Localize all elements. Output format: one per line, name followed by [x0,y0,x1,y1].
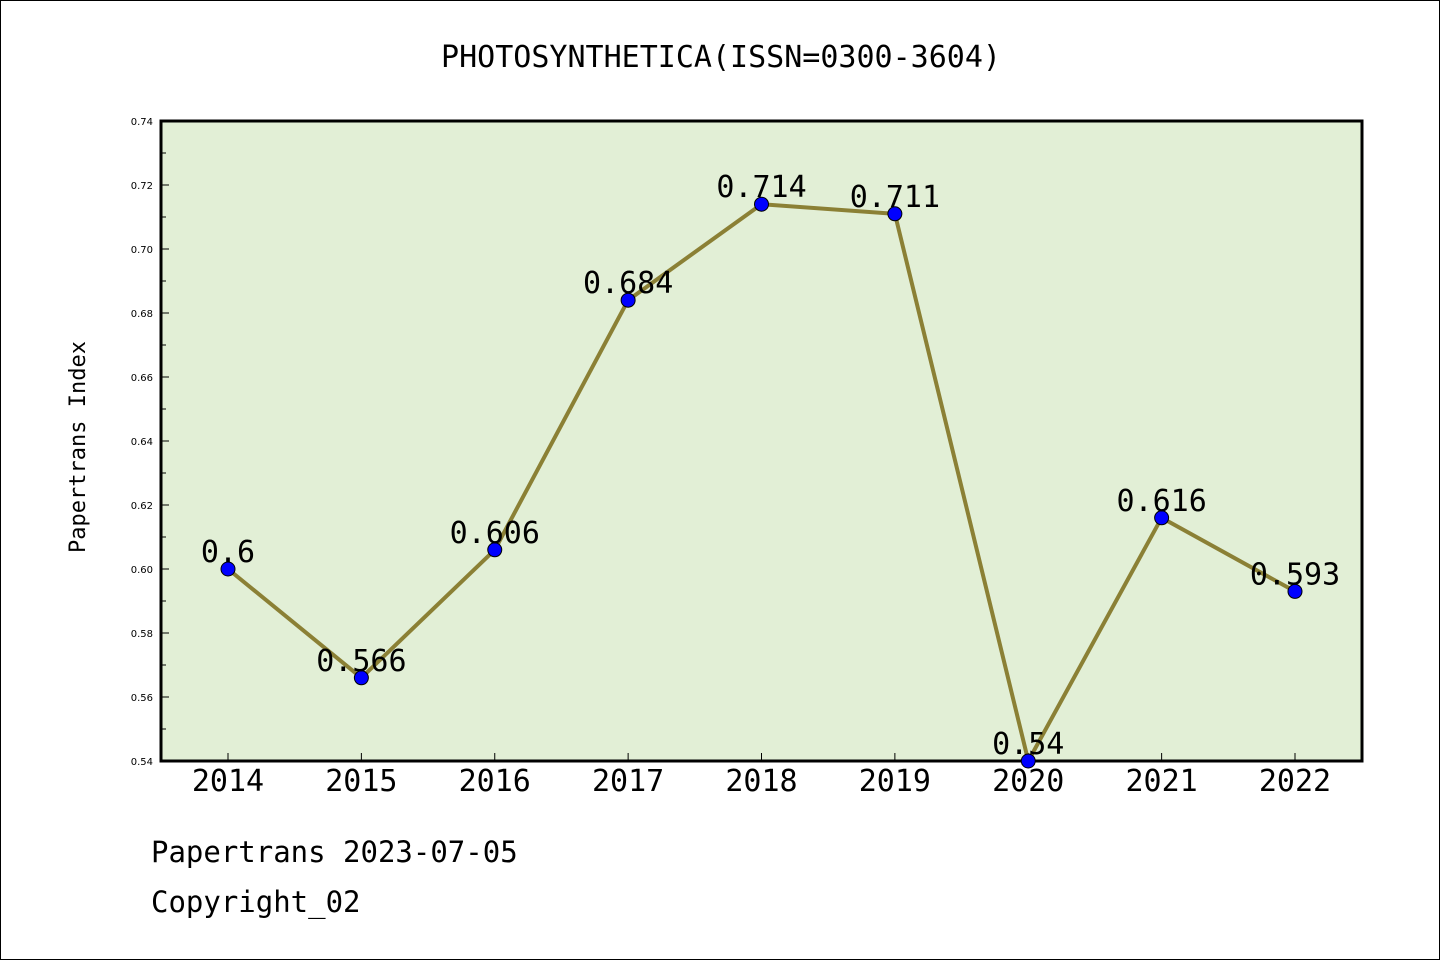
plot-area [159,119,1364,763]
y-tick-label: 0.58 [131,629,153,640]
data-point [220,561,236,577]
y-tick-label: 0.68 [131,309,153,320]
footer-copyright: Copyright_02 [151,885,361,919]
data-label: 0.54 [992,727,1064,762]
x-tick-label: 2020 [992,764,1064,799]
y-axis-label: Papertrans Index [66,341,91,553]
x-tick-label: 2016 [459,764,531,799]
data-point [887,206,903,222]
y-tick-label: 0.62 [131,501,153,512]
data-label: 0.714 [716,170,806,205]
x-tick-label: 2018 [725,764,797,799]
data-point [487,542,503,558]
data-label: 0.566 [316,644,406,679]
y-tick-label: 0.66 [131,373,153,384]
footer-source: Papertrans 2023-07-05 [151,835,518,869]
x-tick-label: 2014 [192,764,264,799]
x-tick-label: 2022 [1259,764,1331,799]
data-point [1020,753,1036,769]
y-tick-label: 0.74 [131,117,153,128]
x-tick-label: 2015 [325,764,397,799]
y-tick-label: 0.54 [131,757,153,768]
data-label: 0.684 [583,266,673,301]
data-point [353,670,369,686]
data-point [1287,583,1303,599]
data-markers [220,196,1303,769]
y-ticks: 0.54 0.56 0.58 0.60 0.62 0.64 0.66 0.68 0.70 0.72… [131,117,169,768]
data-label: 0.606 [450,516,540,551]
x-ticks: 2014 2015 2016 2017 2018 2019 2020 2021 2022 [192,753,1331,799]
chart-title: PHOTOSYNTHETICA(ISSN=0300-3604) [441,40,1001,75]
data-labels: 0.6 0.566 0.606 0.684 0.714 0.711 0.54 0.616 0.5… [201,170,1340,762]
data-label: 0.6 [201,535,255,570]
data-point [754,196,769,212]
y-tick-label: 0.64 [131,437,153,448]
data-point [1154,510,1170,526]
data-label: 0.593 [1250,557,1340,592]
data-label: 0.711 [850,180,940,215]
x-tick-label: 2019 [859,764,931,799]
y-tick-label: 0.72 [131,181,153,192]
data-label: 0.616 [1116,484,1206,519]
y-tick-label: 0.56 [131,693,153,704]
y-tick-label: 0.60 [131,565,153,576]
data-point [620,292,636,308]
x-tick-label: 2021 [1126,764,1198,799]
x-tick-label: 2017 [592,764,664,799]
y-tick-label: 0.70 [131,245,153,256]
